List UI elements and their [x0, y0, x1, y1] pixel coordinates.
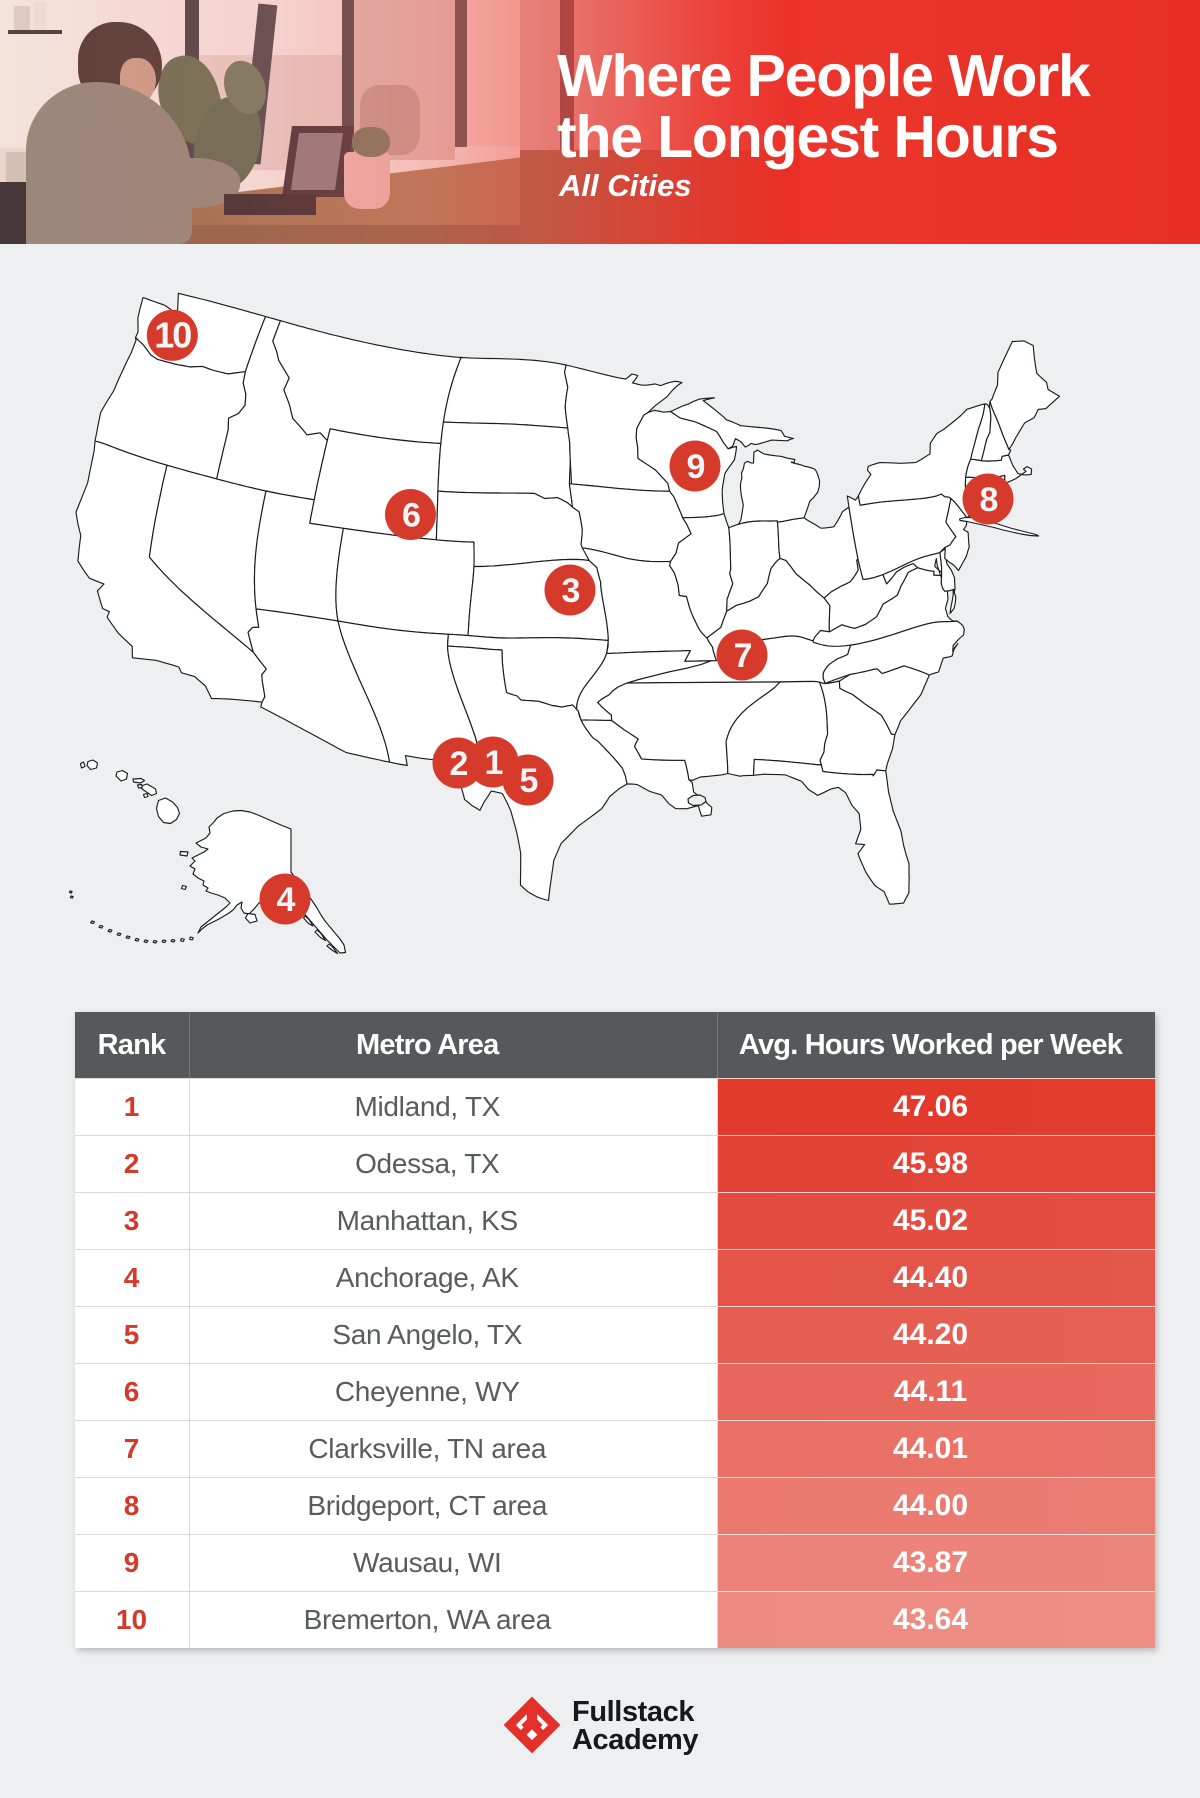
svg-text:5: 5	[520, 762, 538, 800]
svg-text:7: 7	[734, 637, 752, 675]
svg-text:10: 10	[154, 314, 191, 355]
svg-text:6: 6	[402, 497, 420, 535]
svg-text:8: 8	[980, 481, 998, 519]
svg-text:4: 4	[277, 881, 296, 919]
svg-text:1: 1	[485, 744, 503, 782]
svg-text:3: 3	[562, 572, 580, 610]
svg-text:9: 9	[687, 448, 705, 486]
svg-text:2: 2	[450, 745, 468, 783]
